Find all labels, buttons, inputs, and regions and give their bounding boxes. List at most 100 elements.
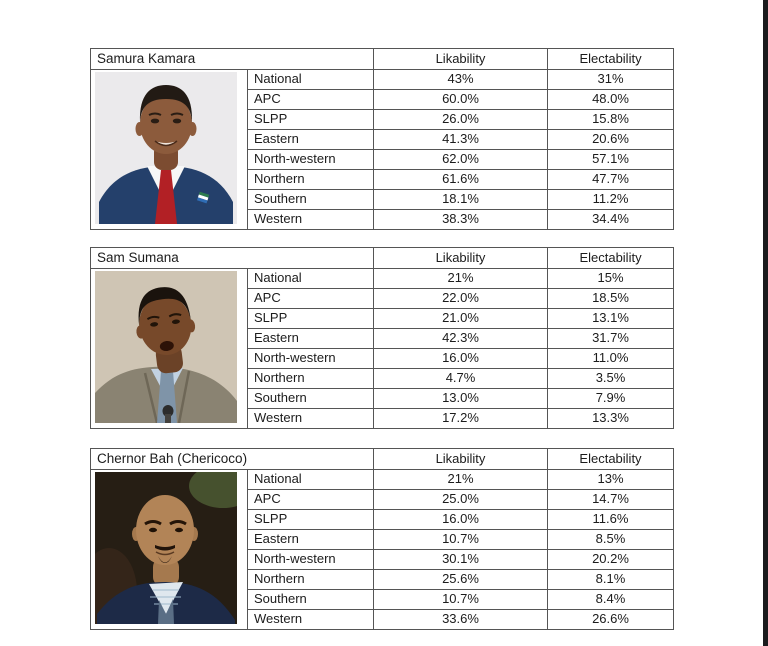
candidate-table-chernor-bah: Chernor Bah (Chericoco) Likability Elect… — [90, 448, 674, 630]
table-row: National 21% 15% — [90, 268, 675, 429]
table-row: Northern 25.6% 8.1% — [91, 569, 674, 590]
likability-value: 16.0% — [373, 509, 548, 530]
samura-kamara-portrait-icon — [95, 72, 237, 224]
table-row: SLPP 21.0% 13.1% — [91, 308, 675, 329]
chernor-bah-portrait-icon — [95, 472, 237, 624]
row-label: North-western — [247, 549, 374, 570]
table-row: Northern 61.6% 47.7% — [91, 169, 675, 190]
likability-value: 21% — [373, 469, 548, 490]
row-label: Northern — [246, 169, 375, 190]
table-row: Western 38.3% 34.4% — [91, 209, 675, 230]
electability-value: 20.2% — [547, 549, 674, 570]
likability-value: 60.0% — [373, 89, 549, 110]
row-label: North-western — [246, 149, 375, 170]
electability-value: 18.5% — [547, 288, 675, 309]
row-label: Northern — [246, 368, 375, 389]
likability-value: 22.0% — [373, 288, 549, 309]
table-row: Southern 18.1% 11.2% — [91, 189, 675, 210]
electability-value: 15.8% — [547, 109, 675, 130]
table-row: Southern 10.7% 8.4% — [91, 589, 674, 610]
candidate-photo-cell — [90, 69, 248, 230]
screen-right-edge-bar — [763, 0, 768, 646]
likability-value: 13.0% — [373, 388, 549, 409]
electability-value: 57.1% — [547, 149, 675, 170]
electability-value: 47.7% — [547, 169, 675, 190]
table-row: Western 17.2% 13.3% — [91, 408, 675, 429]
row-label: North-western — [246, 348, 375, 369]
likability-value: 33.6% — [373, 609, 548, 630]
candidate-table-sam-sumana: Sam Sumana Likability Electability — [89, 247, 675, 429]
row-label: SLPP — [247, 509, 374, 530]
likability-value: 17.2% — [373, 408, 549, 429]
row-label: Southern — [247, 589, 374, 610]
electability-column-header: Electability — [547, 247, 675, 269]
electability-column-header: Electability — [547, 48, 675, 70]
electability-value: 26.6% — [547, 609, 674, 630]
row-label: APC — [247, 489, 374, 510]
table-row: North-western 30.1% 20.2% — [91, 549, 674, 570]
row-label: Eastern — [246, 129, 375, 150]
likability-value: 62.0% — [373, 149, 549, 170]
likability-value: 21% — [373, 268, 549, 289]
row-label: APC — [246, 288, 375, 309]
table-row: SLPP 16.0% 11.6% — [91, 509, 674, 530]
table-row: National 21% 13% — [90, 469, 674, 630]
row-label: National — [246, 69, 375, 90]
electability-value: 8.4% — [547, 589, 674, 610]
candidate-name: Sam Sumana — [89, 247, 375, 269]
row-label: Western — [247, 609, 374, 630]
likability-value: 43% — [373, 69, 549, 90]
electability-column-header: Electability — [547, 448, 674, 470]
row-label: Southern — [246, 189, 375, 210]
row-label: Southern — [246, 388, 375, 409]
electability-value: 11.0% — [547, 348, 675, 369]
candidate-table-samura-kamara: Samura Kamara Likability Electability — [89, 48, 675, 230]
likability-value: 25.0% — [373, 489, 548, 510]
electability-value: 3.5% — [547, 368, 675, 389]
row-label: Northern — [247, 569, 374, 590]
row-label: SLPP — [246, 109, 375, 130]
electability-value: 13.3% — [547, 408, 675, 429]
likability-value: 16.0% — [373, 348, 549, 369]
row-label: Western — [246, 408, 375, 429]
electability-value: 8.5% — [547, 529, 674, 550]
row-label: National — [247, 469, 374, 490]
electability-value: 11.6% — [547, 509, 674, 530]
table-row: Eastern 42.3% 31.7% — [91, 328, 675, 349]
electability-value: 15% — [547, 268, 675, 289]
electability-value: 31% — [547, 69, 675, 90]
row-label: APC — [246, 89, 375, 110]
row-label: Eastern — [246, 328, 375, 349]
table-row: North-western 16.0% 11.0% — [91, 348, 675, 369]
electability-value: 13% — [547, 469, 674, 490]
table-row: Southern 13.0% 7.9% — [91, 388, 675, 409]
likability-value: 26.0% — [373, 109, 549, 130]
table-row: North-western 62.0% 57.1% — [91, 149, 675, 170]
table-header-row: Chernor Bah (Chericoco) Likability Elect… — [90, 448, 674, 470]
row-label: Western — [246, 209, 375, 230]
likability-value: 10.7% — [373, 589, 548, 610]
likability-value: 18.1% — [373, 189, 549, 210]
likability-column-header: Likability — [373, 247, 549, 269]
candidate-photo-cell — [90, 268, 248, 429]
likability-value: 30.1% — [373, 549, 548, 570]
likability-value: 41.3% — [373, 129, 549, 150]
table-header-row: Samura Kamara Likability Electability — [89, 48, 675, 70]
likability-column-header: Likability — [373, 448, 548, 470]
electability-value: 8.1% — [547, 569, 674, 590]
row-label: SLPP — [246, 308, 375, 329]
table-row: National 43% 31% — [90, 69, 675, 230]
electability-value: 31.7% — [547, 328, 675, 349]
likability-value: 21.0% — [373, 308, 549, 329]
candidate-photo-cell — [90, 469, 248, 630]
electability-value: 13.1% — [547, 308, 675, 329]
candidate-name: Chernor Bah (Chericoco) — [90, 448, 374, 470]
electability-value: 7.9% — [547, 388, 675, 409]
sam-sumana-portrait-icon — [95, 271, 237, 423]
candidate-name: Samura Kamara — [89, 48, 375, 70]
likability-value: 42.3% — [373, 328, 549, 349]
row-label: National — [246, 268, 375, 289]
table-row: Western 33.6% 26.6% — [91, 609, 674, 630]
electability-value: 34.4% — [547, 209, 675, 230]
table-row: APC 60.0% 48.0% — [91, 89, 675, 110]
